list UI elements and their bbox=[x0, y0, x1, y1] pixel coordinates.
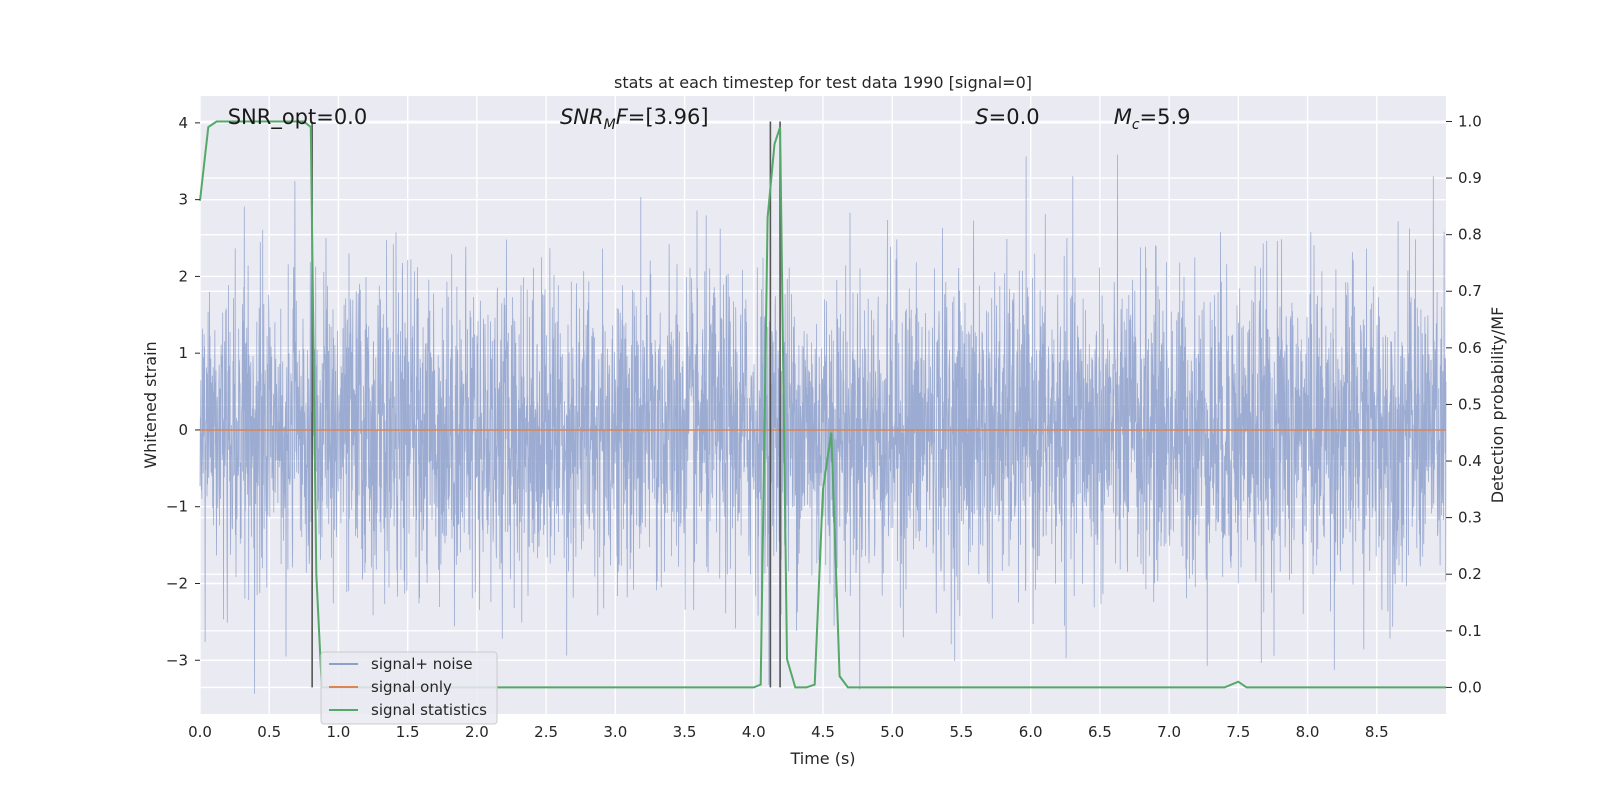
x-tick-label: 4.0 bbox=[742, 723, 766, 741]
y2-tick-label: 0.5 bbox=[1458, 395, 1482, 413]
y-tick-label: 2 bbox=[178, 267, 188, 285]
x-tick-label: 3.0 bbox=[603, 723, 627, 741]
y2-tick-label: 0.1 bbox=[1458, 622, 1482, 640]
y-tick-label: 3 bbox=[178, 191, 188, 209]
marks bbox=[199, 120, 1446, 689]
x-ticks: 0.0 0.5 1.0 1.5 2.0 2.5 3.0 3.5 4.0 4.5 5.0 5.5 6.0 6… bbox=[188, 723, 1389, 741]
y2-tick-label: 0.8 bbox=[1458, 226, 1482, 244]
y2-tick-label: 1.0 bbox=[1458, 112, 1482, 130]
y2-tick-label: 0.9 bbox=[1458, 169, 1482, 187]
x-tick-label: 8.5 bbox=[1365, 723, 1389, 741]
y2-tick-label: 0.6 bbox=[1458, 339, 1482, 357]
y-tick-label: −3 bbox=[166, 651, 188, 669]
x-tick-label: 0.5 bbox=[257, 723, 281, 741]
series-signal-statistics bbox=[199, 120, 1446, 689]
y-axis-label: Whitened strain bbox=[141, 341, 160, 468]
noise-series bbox=[199, 154, 1447, 694]
legend-label-signal: signal only bbox=[371, 678, 452, 696]
x-tick-label: 5.5 bbox=[950, 723, 974, 741]
series-signal-noise bbox=[199, 154, 1447, 694]
x-tick-label: 6.5 bbox=[1088, 723, 1112, 741]
x-tick-label: 4.5 bbox=[811, 723, 835, 741]
x-tick-label: 7.5 bbox=[1226, 723, 1250, 741]
x-tick-label: 6.0 bbox=[1019, 723, 1043, 741]
x-tick-label: 3.5 bbox=[673, 723, 697, 741]
x-tick-label: 1.0 bbox=[327, 723, 351, 741]
annotation-1: SNRMF=[3.96] bbox=[560, 105, 709, 133]
x-tick-label: 2.0 bbox=[465, 723, 489, 741]
y2-tick-label: 0.7 bbox=[1458, 282, 1482, 300]
y2-tick-label: 0.2 bbox=[1458, 565, 1482, 583]
y-ticks: 4 3 2 1 0 −1 −2 −3 bbox=[166, 114, 200, 669]
chart-title: stats at each timestep for test data 199… bbox=[614, 73, 1032, 92]
y-tick-label: 0 bbox=[178, 421, 188, 439]
legend-box bbox=[320, 651, 498, 725]
legend: signal+ noise signal only signal statist… bbox=[320, 651, 498, 725]
annotation-2: S=0.0 bbox=[975, 105, 1039, 129]
y-tick-label: 4 bbox=[178, 114, 188, 132]
x-axis-label: Time (s) bbox=[789, 749, 855, 768]
y-tick-label: 1 bbox=[178, 344, 188, 362]
legend-label-noise: signal+ noise bbox=[371, 655, 473, 673]
legend-label-statistics: signal statistics bbox=[371, 701, 487, 719]
x-tick-label: 7.0 bbox=[1157, 723, 1181, 741]
x-tick-label: 8.0 bbox=[1296, 723, 1320, 741]
y2-ticks: 1.0 0.9 0.8 0.7 0.6 0.5 0.4 0.3 0.2 0.1 0.0 bbox=[1446, 112, 1482, 696]
annotations: SNR_opt=0.0 SNRMF=[3.96] S=0.0 Mc=5.9 bbox=[228, 105, 1191, 133]
x-tick-label: 2.5 bbox=[534, 723, 558, 741]
x-tick-label: 0.0 bbox=[188, 723, 212, 741]
annotation-0: SNR_opt=0.0 bbox=[228, 105, 368, 130]
annotation-3: Mc=5.9 bbox=[1114, 105, 1191, 133]
y-tick-label: −2 bbox=[166, 574, 188, 592]
y2-tick-label: 0.0 bbox=[1458, 678, 1482, 696]
x-tick-label: 1.5 bbox=[396, 723, 420, 741]
y-tick-label: −1 bbox=[166, 498, 188, 516]
y2-tick-label: 0.3 bbox=[1458, 509, 1482, 527]
y2-tick-label: 0.4 bbox=[1458, 452, 1482, 470]
x-tick-label: 5.0 bbox=[880, 723, 904, 741]
y2-axis-label: Detection probability/MF bbox=[1488, 307, 1507, 504]
